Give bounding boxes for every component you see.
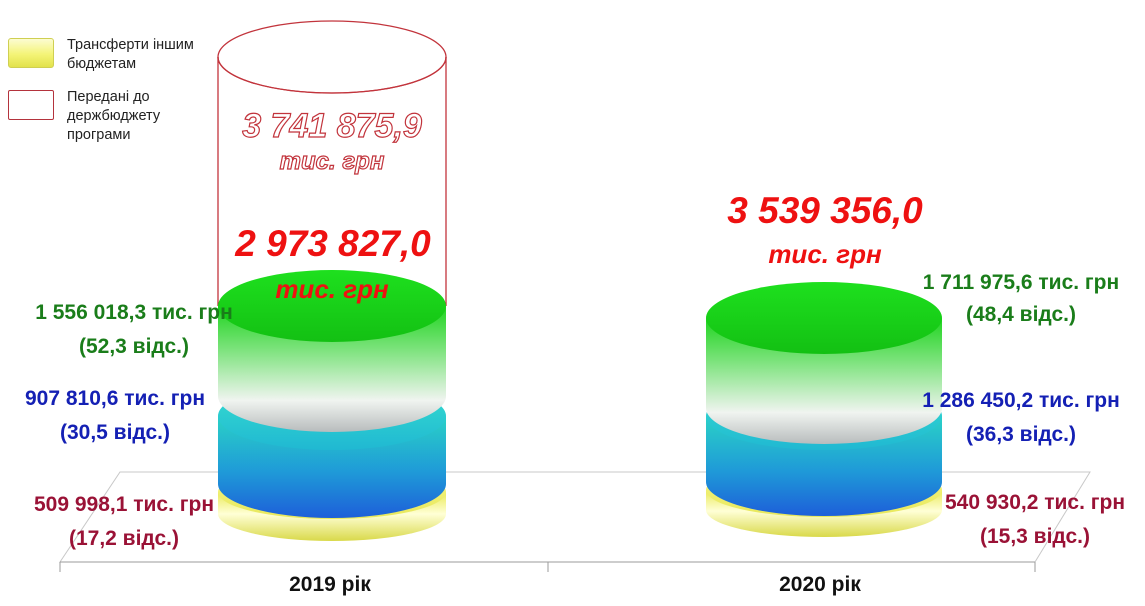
ghost-total-2019-unit: тис. грн <box>279 147 385 175</box>
total-2019-value: 2 973 827,0 <box>235 223 431 264</box>
label-2019-blue-share: (30,5 відс.) <box>59 421 170 444</box>
x-label-2020: 2020 рік <box>779 573 861 596</box>
label-2019-transfers-share: (17,2 відс.) <box>68 527 179 550</box>
cylinder-2019 <box>218 270 446 541</box>
label-2020-transfers-share: (15,3 відс.) <box>979 525 1090 548</box>
bar-2020-green <box>706 282 942 444</box>
legend-swatch-transferred-programs <box>8 90 54 120</box>
legend-item-transferred-programs: Передані до держбюджету програми <box>8 88 228 143</box>
total-2019-unit: тис. грн <box>275 274 389 304</box>
label-2020-green-value: 1 711 975,6 тис. грн <box>922 271 1120 294</box>
label-2020-green-share: (48,4 відс.) <box>965 303 1076 326</box>
cylinder-2020 <box>706 282 942 537</box>
label-2019-transfers-value: 509 998,1 тис. грн <box>33 493 215 516</box>
label-2019-green-value: 1 556 018,3 тис. грн <box>35 301 233 324</box>
legend-item-transfers: Трансферти іншим бюджетам <box>8 36 228 88</box>
label-2020-blue-share: (36,3 відс.) <box>965 423 1076 446</box>
legend-label-transfers: Трансферти іншим бюджетам <box>67 37 194 72</box>
x-label-2019: 2019 рік <box>289 573 371 596</box>
legend-swatch-transfers <box>8 38 54 68</box>
ghost-total-2019-value: 3 741 875,9 <box>242 106 423 145</box>
ghost-cylinder-2019-top <box>217 20 447 94</box>
label-2019-green-share: (52,3 відс.) <box>78 335 189 358</box>
label-2020-transfers-value: 540 930,2 тис. грн <box>944 491 1126 514</box>
legend: Трансферти іншим бюджетам Передані до де… <box>8 36 228 143</box>
label-2019-blue-value: 907 810,6 тис. грн <box>24 387 206 410</box>
legend-label-transferred-programs: Передані до держбюджету програми <box>67 89 161 143</box>
total-2020-unit: тис. грн <box>768 239 882 269</box>
bar-2019-green <box>218 270 446 432</box>
total-2020-value: 3 539 356,0 <box>727 190 923 231</box>
label-2020-blue-value: 1 286 450,2 тис. грн <box>922 389 1120 412</box>
